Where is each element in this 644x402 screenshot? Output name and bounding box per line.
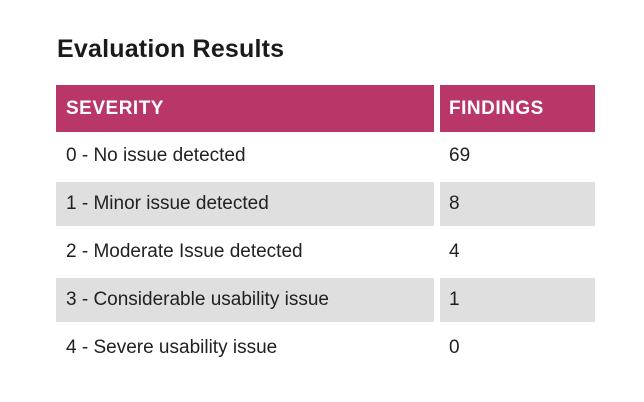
severity-cell: 0 - No issue detected <box>56 132 434 180</box>
severity-cell: 1 - Minor issue detected <box>56 180 434 228</box>
column-header-severity: SEVERITY <box>56 85 434 132</box>
table-header-row: SEVERITY FINDINGS <box>56 85 595 132</box>
severity-cell: 2 - Moderate Issue detected <box>56 228 434 276</box>
severity-cell: 3 - Considerable usability issue <box>56 276 434 324</box>
findings-cell: 8 <box>434 180 595 228</box>
findings-cell: 1 <box>434 276 595 324</box>
table-row: 1 - Minor issue detected 8 <box>56 180 595 228</box>
findings-cell: 0 <box>434 324 595 372</box>
page-title: Evaluation Results <box>57 35 285 63</box>
findings-cell: 69 <box>434 132 595 180</box>
evaluation-results-table: SEVERITY FINDINGS 0 - No issue detected … <box>56 85 595 372</box>
severity-cell: 4 - Severe usability issue <box>56 324 434 372</box>
column-header-findings: FINDINGS <box>434 85 595 132</box>
table-row: 0 - No issue detected 69 <box>56 132 595 180</box>
table-row: 3 - Considerable usability issue 1 <box>56 276 595 324</box>
findings-cell: 4 <box>434 228 595 276</box>
table-row: 2 - Moderate Issue detected 4 <box>56 228 595 276</box>
table-row: 4 - Severe usability issue 0 <box>56 324 595 372</box>
